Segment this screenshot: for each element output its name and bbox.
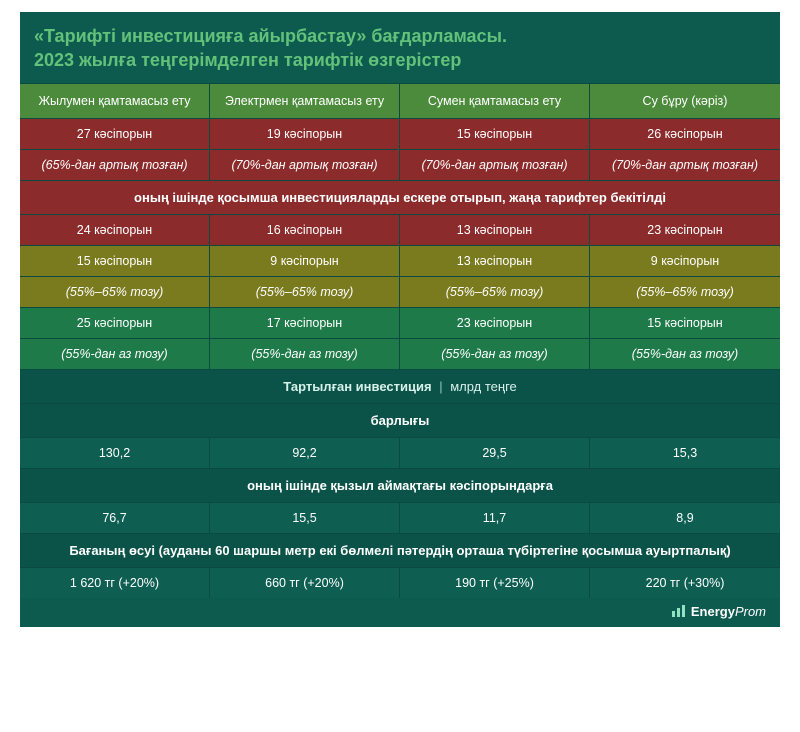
note-cell: (55%-дан аз тозу) [590,338,780,369]
value-cell: 13 кәсіпорын [400,214,590,245]
value-cell: 24 кәсіпорын [20,214,210,245]
note-cell: (55%–65% тозу) [20,276,210,307]
value-cell: 13 кәсіпорын [400,245,590,276]
infographic-card: «Тарифті инвестицияға айырбастау» бағдар… [20,12,780,627]
note-cell: (55%–65% тозу) [400,276,590,307]
value-cell: 19 кәсіпорын [210,118,400,149]
value-cell: 190 тг (+25%) [400,567,590,598]
footer: EnergyProm [20,598,780,627]
price-label-row: Бағаның өсуі (ауданы 60 шаршы метр екі б… [20,533,780,567]
red-row-1-note: (65%-дан артық тозған) (70%-дан артық то… [20,149,780,180]
note-cell: (55%-дан аз тозу) [210,338,400,369]
olive-row-note: (55%–65% тозу) (55%–65% тозу) (55%–65% т… [20,276,780,307]
value-cell: 9 кәсіпорын [590,245,780,276]
value-cell: 26 кәсіпорын [590,118,780,149]
value-cell: 29,5 [400,437,590,468]
value-cell: 16 кәсіпорын [210,214,400,245]
note-cell: (70%-дан артық тозған) [590,149,780,180]
olive-row: 15 кәсіпорын 9 кәсіпорын 13 кәсіпорын 9 … [20,245,780,276]
note-cell: (55%–65% тозу) [210,276,400,307]
investment-label-row: Тартылған инвестиция | млрд теңге [20,369,780,403]
note-cell: (55%-дан аз тозу) [20,338,210,369]
value-cell: 15,3 [590,437,780,468]
value-cell: 15 кәсіпорын [400,118,590,149]
value-cell: 220 тг (+30%) [590,567,780,598]
value-cell: 130,2 [20,437,210,468]
investment-unit: млрд теңге [450,379,517,394]
value-cell: 76,7 [20,502,210,533]
value-cell: 15,5 [210,502,400,533]
red-row-2: 24 кәсіпорын 16 кәсіпорын 13 кәсіпорын 2… [20,214,780,245]
title-block: «Тарифті инвестицияға айырбастау» бағдар… [20,12,780,83]
total-label-row: барлығы [20,403,780,437]
note-cell: (70%-дан артық тозған) [210,149,400,180]
value-cell: 17 кәсіпорын [210,307,400,338]
value-cell: 9 кәсіпорын [210,245,400,276]
value-cell: 27 кәсіпорын [20,118,210,149]
value-cell: 92,2 [210,437,400,468]
note-cell: (55%–65% тозу) [590,276,780,307]
value-cell: 23 кәсіпорын [400,307,590,338]
note-cell: (65%-дан артық тозған) [20,149,210,180]
investment-label: Тартылған инвестиция [283,379,431,394]
separator-icon: | [439,379,442,394]
green-row: 25 кәсіпорын 17 кәсіпорын 23 кәсіпорын 1… [20,307,780,338]
price-row: 1 620 тг (+20%) 660 тг (+20%) 190 тг (+2… [20,567,780,598]
red-row-1: 27 кәсіпорын 19 кәсіпорын 15 кәсіпорын 2… [20,118,780,149]
value-cell: 1 620 тг (+20%) [20,567,210,598]
value-cell: 15 кәсіпорын [590,307,780,338]
col-header: Су бұру (кәріз) [590,83,780,118]
col-header: Электрмен қамтамасыз ету [210,83,400,118]
redzone-row: 76,7 15,5 11,7 8,9 [20,502,780,533]
column-header-row: Жылумен қамтамасыз ету Электрмен қамтама… [20,83,780,118]
redzone-label-row: оның ішінде қызыл аймақтағы кәсіпорындар… [20,468,780,502]
value-cell: 25 кәсіпорын [20,307,210,338]
note-cell: (55%-дан аз тозу) [400,338,590,369]
logo-bars-icon [672,605,685,617]
red-span-row: оның ішінде қосымша инвестицияларды еске… [20,180,780,214]
green-row-note: (55%-дан аз тозу) (55%-дан аз тозу) (55%… [20,338,780,369]
value-cell: 660 тг (+20%) [210,567,400,598]
value-cell: 11,7 [400,502,590,533]
note-cell: (70%-дан артық тозған) [400,149,590,180]
title-line-2: 2023 жылға теңгерімделген тарифтік өзгер… [34,48,766,72]
title-line-1: «Тарифті инвестицияға айырбастау» бағдар… [34,24,766,48]
value-cell: 8,9 [590,502,780,533]
col-header: Сумен қамтамасыз ету [400,83,590,118]
col-header: Жылумен қамтамасыз ету [20,83,210,118]
total-row: 130,2 92,2 29,5 15,3 [20,437,780,468]
value-cell: 23 кәсіпорын [590,214,780,245]
brand-label: EnergyProm [691,604,766,619]
value-cell: 15 кәсіпорын [20,245,210,276]
